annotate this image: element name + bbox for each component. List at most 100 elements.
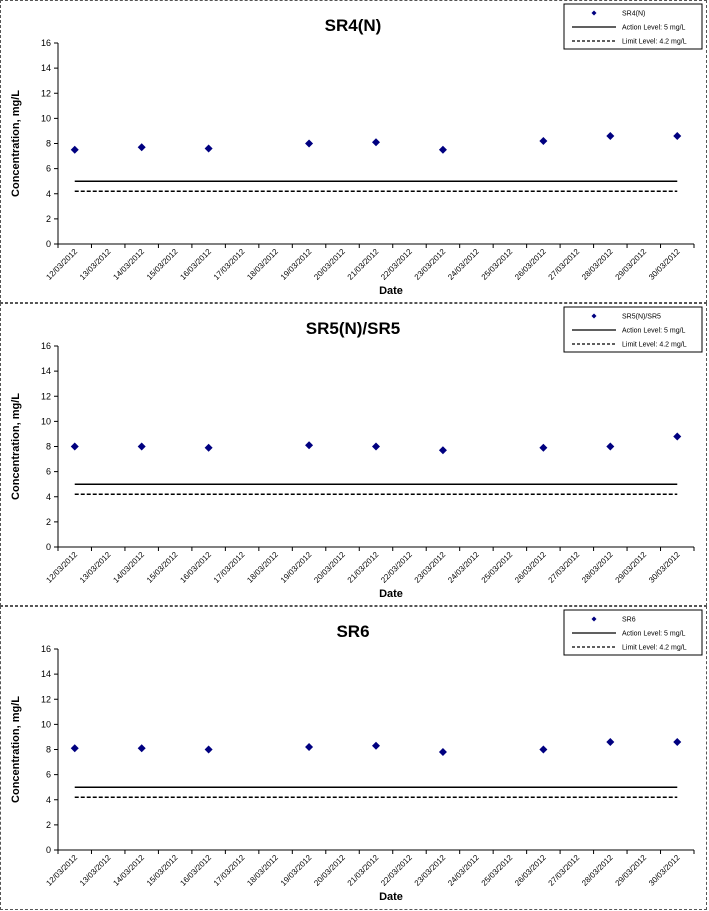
y-tick-label: 16 (41, 341, 51, 351)
data-point (70, 145, 79, 154)
chart-sr6: SR6 0 2 4 6 8 10 12 14 16 Concentration, mg/L 12/03… (10, 609, 703, 903)
data-point (70, 442, 79, 451)
y-tick-label: 14 (41, 366, 51, 376)
x-axis-label: Date (379, 285, 403, 297)
data-point (372, 138, 380, 147)
y-tick-label: 6 (46, 164, 51, 174)
chart-panel-sr4n: SR4(N) 0 2 4 6 8 10 12 14 16 Concentration, mg/L 12… (0, 0, 707, 303)
data-point (606, 737, 615, 746)
x-tick-label: 12/03/2012 (44, 853, 79, 888)
data-point (137, 442, 146, 451)
x-tick-label: 20/03/2012 (312, 247, 347, 282)
chart-sr4n: SR4(N) 0 2 4 6 8 10 12 14 16 Concentration, mg/L 12… (10, 3, 703, 297)
data-point (539, 136, 548, 145)
legend-label: Limit Level: 4.2 mg/L (622, 645, 687, 652)
y-tick-label: 0 (46, 239, 51, 249)
data-point (673, 131, 682, 140)
x-tick-label: 30/03/2012 (647, 853, 682, 888)
x-tick-label: 19/03/2012 (279, 247, 314, 282)
data-point (372, 741, 380, 750)
data-point (606, 131, 615, 140)
x-tick-label: 25/03/2012 (480, 853, 515, 888)
x-tick-label: 21/03/2012 (346, 247, 381, 282)
x-tick-label: 25/03/2012 (480, 550, 515, 585)
legend-label: SR4(N) (622, 11, 645, 18)
x-tick-label: 23/03/2012 (413, 853, 448, 888)
x-tick-label: 29/03/2012 (614, 550, 649, 585)
y-tick-label: 4 (46, 492, 51, 502)
x-tick-label: 13/03/2012 (78, 550, 113, 585)
x-tick-label: 17/03/2012 (212, 853, 247, 888)
y-tick-label: 12 (41, 694, 51, 704)
y-tick-label: 0 (46, 542, 51, 552)
x-tick-label: 13/03/2012 (78, 853, 113, 888)
data-point (204, 144, 213, 153)
y-tick-label: 4 (46, 795, 51, 805)
x-tick-label: 27/03/2012 (547, 247, 582, 282)
legend-label: SR5(N)/SR5 (622, 314, 661, 321)
chart-sr5n-sr5: SR5(N)/SR5 0 2 4 6 8 10 12 14 16 Concentration, mg… (10, 306, 703, 600)
legend: SR6 Action Level: 5 mg/L Limit Level: 4.2 … (563, 609, 703, 656)
x-tick-label: 16/03/2012 (178, 247, 213, 282)
x-tick-label: 20/03/2012 (312, 853, 347, 888)
data-point (305, 742, 314, 751)
data-point (137, 744, 146, 753)
data-point (305, 139, 314, 148)
x-tick-label: 21/03/2012 (346, 853, 381, 888)
y-tick-label: 2 (46, 820, 51, 830)
y-tick-label: 4 (46, 189, 51, 199)
y-tick-label: 16 (41, 644, 51, 654)
x-tick-label: 16/03/2012 (178, 550, 213, 585)
x-tick-label: 20/03/2012 (312, 550, 347, 585)
legend-marker-icon (591, 616, 597, 622)
data-point (539, 745, 548, 754)
y-axis-label: Concentration, mg/L (10, 393, 22, 500)
x-tick-label: 17/03/2012 (212, 247, 247, 282)
x-tick-label: 18/03/2012 (245, 853, 280, 888)
x-tick-label: 25/03/2012 (480, 247, 515, 282)
x-tick-label: 19/03/2012 (279, 550, 314, 585)
x-tick-label: 26/03/2012 (513, 247, 548, 282)
data-point (305, 441, 314, 450)
chart-panel-sr5n-sr5: SR5(N)/SR5 0 2 4 6 8 10 12 14 16 Concentration, mg… (0, 303, 707, 606)
y-tick-label: 8 (46, 745, 51, 755)
data-point (438, 145, 447, 154)
x-tick-label: 12/03/2012 (44, 247, 79, 282)
x-tick-label: 22/03/2012 (379, 550, 414, 585)
legend-label: Action Level: 5 mg/L (622, 631, 686, 638)
x-tick-label: 19/03/2012 (279, 853, 314, 888)
x-tick-label: 28/03/2012 (580, 550, 615, 585)
x-tick-label: 17/03/2012 (212, 550, 247, 585)
x-tick-label: 21/03/2012 (346, 550, 381, 585)
y-tick-label: 8 (46, 442, 51, 452)
legend-label: Action Level: 5 mg/L (622, 328, 686, 335)
x-tick-label: 13/03/2012 (78, 247, 113, 282)
y-tick-label: 8 (46, 139, 51, 149)
y-axis-label: Concentration, mg/L (10, 696, 22, 803)
y-tick-label: 2 (46, 517, 51, 527)
x-tick-label: 15/03/2012 (145, 550, 180, 585)
x-tick-label: 26/03/2012 (513, 550, 548, 585)
x-tick-label: 15/03/2012 (145, 247, 180, 282)
data-point (438, 446, 447, 455)
x-tick-label: 28/03/2012 (580, 853, 615, 888)
legend: SR5(N)/SR5 Action Level: 5 mg/L Limit Leve… (563, 306, 703, 353)
data-point (372, 442, 380, 451)
x-tick-label: 30/03/2012 (647, 550, 682, 585)
y-tick-label: 2 (46, 214, 51, 224)
legend-label: Limit Level: 4.2 mg/L (622, 39, 687, 46)
x-tick-label: 12/03/2012 (44, 550, 79, 585)
x-tick-label: 14/03/2012 (111, 853, 146, 888)
y-axis-label: Concentration, mg/L (10, 90, 22, 197)
y-tick-label: 6 (46, 467, 51, 477)
data-point (673, 737, 682, 746)
legend-label: SR6 (622, 617, 636, 624)
x-tick-label: 30/03/2012 (647, 247, 682, 282)
legend-marker-icon (591, 313, 597, 319)
y-tick-label: 0 (46, 845, 51, 855)
chart-panel-sr6: SR6 0 2 4 6 8 10 12 14 16 Concentration, mg/L 12/03… (0, 606, 707, 910)
chart-title: SR4(N) (325, 16, 382, 35)
legend-label: Limit Level: 4.2 mg/L (622, 342, 687, 349)
y-tick-label: 14 (41, 669, 51, 679)
x-tick-label: 29/03/2012 (614, 853, 649, 888)
